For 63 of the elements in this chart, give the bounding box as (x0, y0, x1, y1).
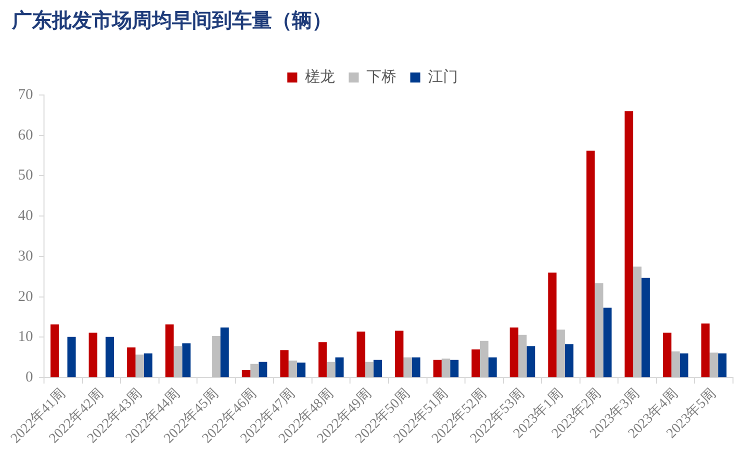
bar (374, 360, 382, 378)
bar (412, 357, 420, 378)
bar (242, 370, 250, 378)
bar (624, 111, 634, 378)
y-tick-label: 70 (18, 86, 33, 103)
bar (288, 360, 298, 378)
bar (182, 343, 191, 378)
bar (548, 272, 557, 378)
bar (356, 332, 366, 378)
bar (510, 328, 518, 378)
bar (326, 362, 336, 378)
bar (250, 364, 259, 378)
bar (450, 360, 459, 378)
bar (718, 353, 726, 378)
bar (365, 362, 374, 378)
bar (174, 346, 182, 378)
bar (212, 336, 220, 378)
bar (488, 357, 497, 378)
bar (556, 330, 565, 378)
bar (472, 349, 480, 378)
bar (680, 353, 688, 378)
bar (403, 357, 412, 378)
y-tick-label: 0 (26, 370, 33, 386)
bar (318, 342, 327, 378)
bar (297, 362, 306, 378)
bar (220, 328, 229, 378)
chart-title: 广东批发市场周均早间到车量（辆） (11, 9, 332, 32)
bar (480, 340, 488, 378)
y-tick-label: 10 (18, 329, 33, 346)
bar (603, 308, 612, 378)
legend-label: 下桥 (366, 68, 396, 86)
y-tick-label: 60 (18, 127, 33, 144)
y-tick-label: 30 (18, 248, 33, 264)
bar (88, 332, 98, 378)
bar (67, 336, 76, 378)
bar (633, 266, 642, 378)
bar (280, 350, 289, 378)
y-tick-label: 20 (18, 288, 33, 305)
bar (586, 150, 595, 378)
bar (135, 354, 144, 378)
bar (710, 352, 718, 378)
bar (50, 324, 59, 378)
bar (564, 344, 574, 378)
bar (335, 357, 344, 378)
bar (518, 334, 527, 378)
bar (433, 360, 442, 378)
bar (594, 283, 604, 378)
bar (662, 332, 672, 378)
y-tick-label: 50 (18, 168, 33, 184)
y-tick-label: 40 (18, 208, 33, 224)
bar (701, 324, 710, 378)
bar (642, 278, 650, 378)
legend-label: 江门 (428, 68, 458, 86)
bar (526, 346, 536, 378)
bar (671, 351, 680, 378)
bar (442, 358, 450, 378)
bar (395, 330, 404, 378)
bar (127, 347, 136, 378)
bar (106, 336, 114, 378)
legend-label: 槎龙 (304, 68, 335, 86)
bar (165, 324, 174, 378)
bar (144, 353, 152, 378)
bar (258, 362, 268, 378)
